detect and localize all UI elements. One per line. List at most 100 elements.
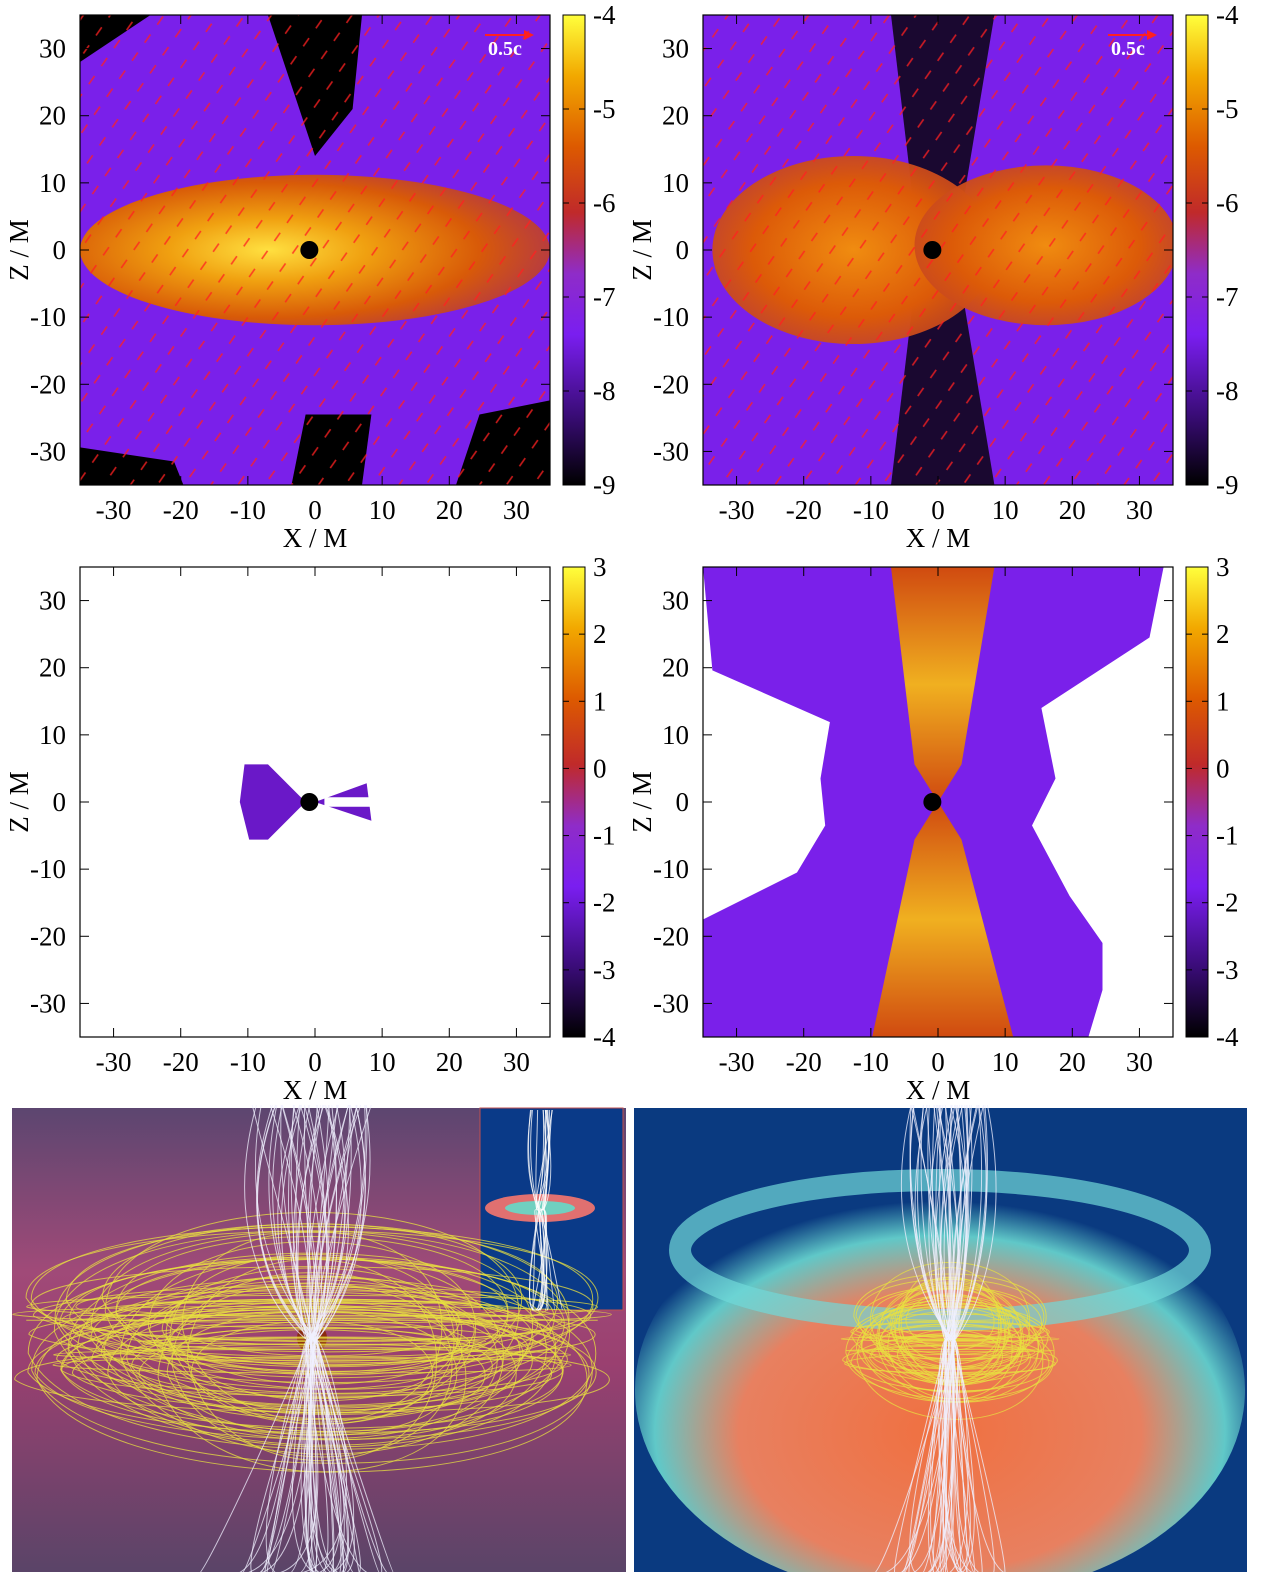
x-tick-label: 20 [436, 1047, 463, 1077]
y-axis-label: Z / M [627, 771, 657, 833]
colorbar [1185, 566, 1209, 1038]
y-tick-label: 30 [39, 586, 66, 616]
x-axis-label: X / M [283, 523, 348, 553]
field-line [845, 1303, 1055, 1403]
field-line [61, 1307, 563, 1436]
colorbar-tick-label: 2 [1216, 619, 1230, 649]
y-tick-label: 10 [39, 168, 66, 198]
field-line [856, 1302, 1044, 1420]
colorbar-tick-label: -4 [593, 0, 616, 30]
x-tick-label: -10 [853, 495, 889, 525]
y-tick-label: -30 [653, 988, 689, 1018]
x-axis-label: X / M [906, 1075, 971, 1105]
y-tick-label: -30 [30, 988, 66, 1018]
x-tick-label: 20 [1059, 1047, 1086, 1077]
field-line [914, 1104, 953, 1572]
field-line [537, 1109, 552, 1311]
colorbar-tick-label: 3 [593, 552, 607, 582]
colorbar-tick-label: -7 [1216, 282, 1239, 312]
field-line [161, 1275, 463, 1385]
field-line [842, 1345, 1058, 1376]
field-line [77, 1258, 547, 1441]
field-line [137, 1338, 487, 1345]
y-tick-label: -10 [30, 854, 66, 884]
field-line [864, 1344, 1036, 1360]
field-line [281, 1104, 320, 1572]
x-tick-label: 0 [308, 1047, 322, 1077]
heatmap-image [80, 15, 550, 485]
x-tick-label: 30 [503, 1047, 530, 1077]
field-line [146, 1300, 478, 1304]
field-line [536, 1109, 550, 1311]
x-tick-label: -20 [163, 1047, 199, 1077]
colorbar [562, 566, 586, 1038]
field-line [309, 1104, 347, 1572]
field-line [312, 1104, 380, 1572]
field-line [103, 1275, 521, 1432]
colorbar-tick-label: -2 [1216, 888, 1239, 918]
heatmap-image [239, 764, 372, 840]
colorbar [1185, 14, 1209, 486]
field-line [935, 1104, 954, 1572]
colorbar [562, 14, 586, 486]
colorbar-tick-label: 0 [1216, 753, 1230, 783]
field-line [34, 1306, 590, 1440]
scale-arrow-head [1147, 30, 1157, 40]
y-axis-label: Z / M [4, 219, 34, 281]
black-hole [300, 241, 319, 259]
field-line [861, 1294, 1039, 1403]
y-axis-label: Z / M [4, 771, 34, 833]
y-tick-label: -30 [653, 436, 689, 466]
colorbar-tick-label: -4 [1216, 0, 1239, 30]
jet [891, 567, 995, 802]
colorbar-tick-label: -4 [593, 1022, 616, 1052]
x-tick-label: -10 [230, 495, 266, 525]
field-line [529, 1109, 540, 1311]
field-line [869, 1333, 1031, 1383]
y-tick-label: 20 [662, 101, 689, 131]
field-line [896, 1329, 1004, 1383]
x-tick-label: -20 [786, 495, 822, 525]
field-line [260, 1104, 317, 1572]
jet [872, 802, 1014, 1037]
field-line [166, 1310, 458, 1437]
field-line [534, 1109, 549, 1311]
y-tick-label: 10 [662, 168, 689, 198]
field-line [316, 1104, 362, 1572]
y-tick-label: 10 [39, 720, 66, 750]
field-line [877, 1295, 1023, 1381]
x-tick-label: 0 [931, 1047, 945, 1077]
y-tick-label: -20 [30, 921, 66, 951]
colorbar-tick-label: -5 [593, 94, 616, 124]
scale-arrow-head [524, 30, 534, 40]
x-tick-label: 10 [992, 1047, 1019, 1077]
renderings [12, 1104, 1247, 1572]
y-tick-label: -10 [653, 302, 689, 332]
colorbar-tick-label: 0 [593, 753, 607, 783]
x-tick-label: 0 [308, 495, 322, 525]
field-line [153, 1319, 471, 1368]
field-line [30, 1226, 594, 1372]
colorbar-tick-label: 3 [1216, 552, 1230, 582]
x-tick-label: -30 [96, 1047, 132, 1077]
field-line [149, 1287, 475, 1373]
field-line [61, 1298, 563, 1343]
field-line [121, 1327, 503, 1398]
y-tick-label: 0 [53, 235, 67, 265]
field-line [890, 1325, 1010, 1342]
scale-label: 0.5c [488, 38, 522, 60]
x-tick-label: 0 [931, 495, 945, 525]
field-line [52, 1356, 572, 1374]
colorbar-tick-label: -4 [1216, 1022, 1239, 1052]
y-tick-label: -10 [30, 302, 66, 332]
colorbar-tick-label: 2 [593, 619, 607, 649]
field-line [53, 1230, 571, 1432]
colorbar-tick-label: 1 [1216, 686, 1230, 716]
field-line [307, 1104, 361, 1572]
y-tick-label: -20 [653, 369, 689, 399]
field-line [878, 1281, 1022, 1385]
